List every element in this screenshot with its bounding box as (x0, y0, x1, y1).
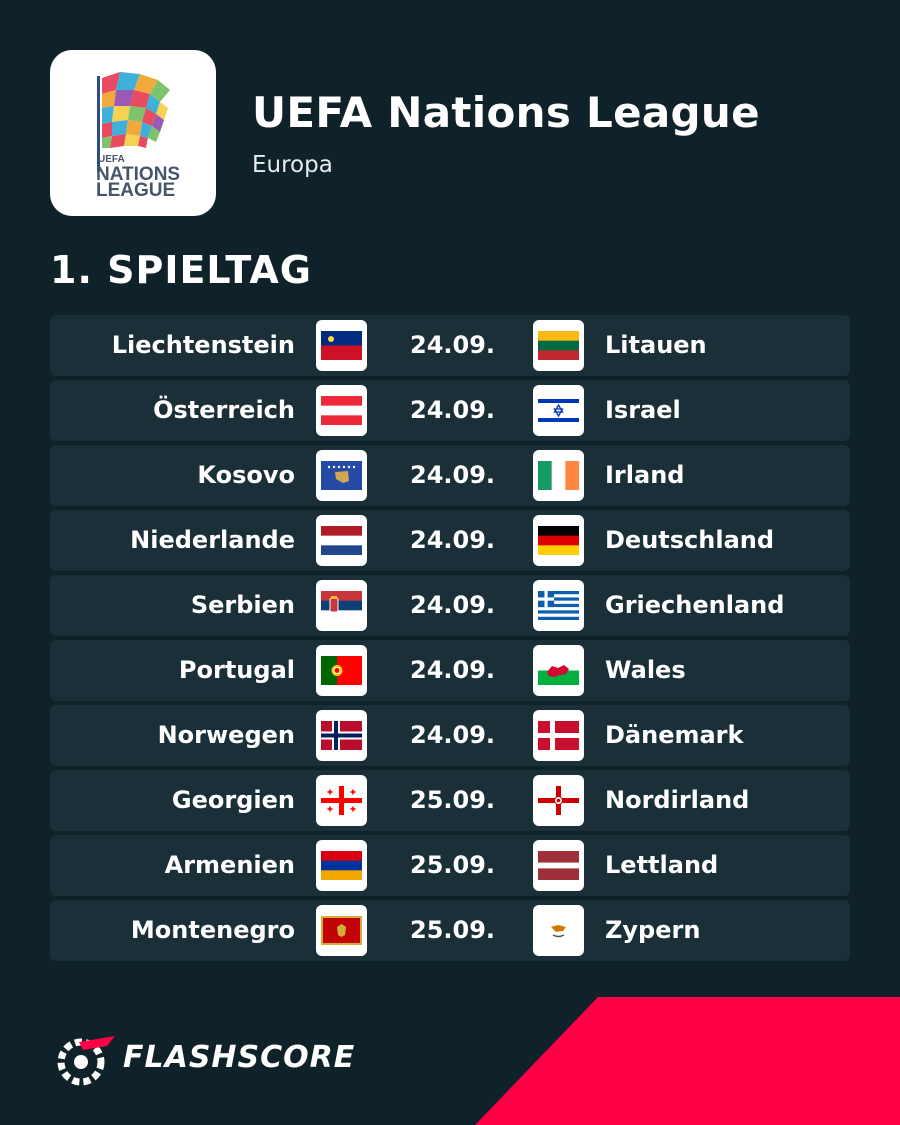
away-team-name: Dänemark (605, 721, 744, 749)
greece-flag-icon (533, 580, 584, 631)
israel-flag-icon (533, 385, 584, 436)
match-date: 24.09. (410, 526, 496, 554)
austria-flag-icon (316, 385, 367, 436)
fixture-row: Norwegen 24.09. Dänemark (50, 705, 850, 766)
fixture-row: Österreich 24.09. Israel (50, 380, 850, 441)
fixture-row: Armenien 25.09. Lettland (50, 835, 850, 896)
match-date: 25.09. (410, 916, 496, 944)
match-date: 24.09. (410, 656, 496, 684)
denmark-flag-icon (533, 710, 584, 761)
kosovo-flag-icon (316, 450, 367, 501)
home-team-name: Armenien (164, 851, 295, 879)
logo-text-uefa: UEFA (98, 154, 125, 165)
away-team-name: Litauen (605, 331, 707, 359)
georgia-flag-icon (316, 775, 367, 826)
fixtures-list: Liechtenstein 24.09. Litauen Österreich 24.0… (50, 315, 850, 965)
norway-flag-icon (316, 710, 367, 761)
germany-flag-icon (533, 515, 584, 566)
away-team-name: Deutschland (605, 526, 775, 554)
ireland-flag-icon (533, 450, 584, 501)
home-team-name: Georgien (171, 786, 295, 814)
portugal-flag-icon (316, 645, 367, 696)
home-team-name: Serbien (190, 591, 295, 619)
cyprus-flag-icon (533, 905, 584, 956)
liechtenstein-flag-icon (316, 320, 367, 371)
league-title: UEFA Nations League (252, 88, 760, 137)
wales-flag-icon (533, 645, 584, 696)
fixture-row: Liechtenstein 24.09. Litauen (50, 315, 850, 376)
logo-text-league: LEAGUE (96, 180, 175, 201)
fixture-row: Portugal 24.09. Wales (50, 640, 850, 701)
away-team-name: Zypern (605, 916, 701, 944)
home-team-name: Österreich (153, 396, 295, 424)
away-team-name: Wales (605, 656, 686, 684)
match-date: 25.09. (410, 851, 496, 879)
away-team-name: Nordirland (605, 786, 750, 814)
northern-ireland-flag-icon (533, 775, 584, 826)
home-team-name: Norwegen (157, 721, 295, 749)
away-team-name: Irland (605, 461, 685, 489)
league-logo: UEFA NATIONS LEAGUE (50, 50, 216, 216)
montenegro-flag-icon (316, 905, 367, 956)
fixture-row: Niederlande 24.09. Deutschland (50, 510, 850, 571)
flashscore-logo-icon (57, 1036, 115, 1086)
home-team-name: Liechtenstein (111, 331, 295, 359)
home-team-name: Kosovo (197, 461, 295, 489)
home-team-name: Portugal (178, 656, 295, 684)
latvia-flag-icon (533, 840, 584, 891)
fixture-row: Kosovo 24.09. Irland (50, 445, 850, 506)
league-region: Europa (252, 152, 333, 178)
serbia-flag-icon (316, 580, 367, 631)
match-date: 24.09. (410, 331, 496, 359)
match-date: 24.09. (410, 721, 496, 749)
match-date: 25.09. (410, 786, 496, 814)
logo-text-nations: NATIONS (96, 164, 180, 185)
netherlands-flag-icon (316, 515, 367, 566)
home-team-name: Niederlande (130, 526, 295, 554)
match-date: 24.09. (410, 396, 496, 424)
away-team-name: Lettland (605, 851, 719, 879)
brand-name: FLASHSCORE (123, 1040, 356, 1075)
armenia-flag-icon (316, 840, 367, 891)
round-title: 1. SPIELTAG (50, 248, 312, 292)
lithuania-flag-icon (533, 320, 584, 371)
match-date: 24.09. (410, 591, 496, 619)
away-team-name: Israel (605, 396, 681, 424)
away-team-name: Griechenland (605, 591, 785, 619)
fixture-row: Serbien 24.09. Griechenland (50, 575, 850, 636)
match-date: 24.09. (410, 461, 496, 489)
home-team-name: Montenegro (130, 916, 295, 944)
fixture-row: Montenegro 25.09. Zypern (50, 900, 850, 961)
fixture-row: Georgien 25.09. Nordirland (50, 770, 850, 831)
